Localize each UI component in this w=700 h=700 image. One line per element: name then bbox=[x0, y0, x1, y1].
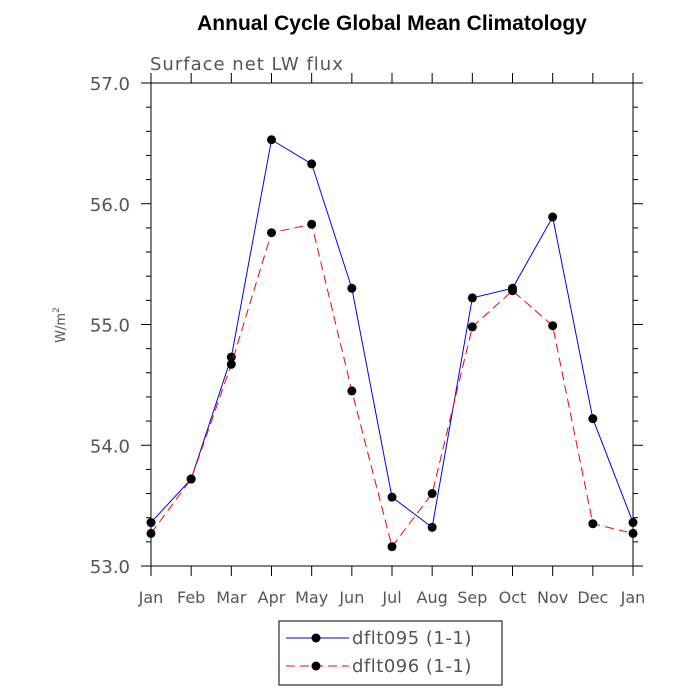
x-tick-label: Aug bbox=[417, 588, 448, 607]
data-point bbox=[226, 352, 236, 362]
legend-item: dflt095 (1-1) bbox=[286, 628, 472, 649]
x-tick-label: Sep bbox=[457, 588, 487, 607]
y-axis-label-superscript: 2 bbox=[52, 307, 62, 313]
y-ticks bbox=[141, 82, 643, 567]
y-tick-label: 56.0 bbox=[90, 195, 130, 216]
data-point bbox=[628, 518, 638, 528]
data-point bbox=[226, 359, 236, 369]
x-tick-label: Feb bbox=[177, 588, 205, 607]
y-axis-label-text: W/m bbox=[54, 313, 69, 343]
data-point bbox=[186, 474, 196, 484]
x-tick-label: Mar bbox=[216, 588, 247, 607]
x-tick-label: Jan bbox=[138, 588, 164, 607]
data-point bbox=[548, 321, 558, 331]
data-point bbox=[427, 522, 437, 532]
series-dflt096-1-1- bbox=[146, 219, 638, 552]
x-ticks bbox=[150, 73, 634, 576]
legend-box bbox=[278, 620, 503, 686]
x-tick-label: May bbox=[295, 588, 328, 607]
data-point bbox=[307, 159, 317, 169]
legend-marker bbox=[311, 633, 321, 643]
x-tick-label: Jul bbox=[381, 588, 401, 607]
x-tick-label: Jan bbox=[620, 588, 646, 607]
legend-item: dflt096 (1-1) bbox=[286, 656, 472, 677]
legend-marker bbox=[311, 661, 321, 671]
x-tick-labels: Jan Feb Mar Apr May Jun Jul Aug Sep Oct Nov Dec Jan bbox=[138, 588, 646, 607]
series-line bbox=[150, 138, 634, 529]
data-point bbox=[628, 528, 638, 538]
data-point bbox=[347, 283, 357, 293]
series-layer bbox=[146, 135, 638, 552]
chart-subtitle: Surface net LW flux bbox=[150, 54, 344, 75]
data-point bbox=[387, 542, 397, 552]
y-tick-label: 57.0 bbox=[90, 74, 130, 95]
y-tick-label: 54.0 bbox=[90, 436, 130, 457]
data-point bbox=[146, 528, 156, 538]
data-point bbox=[427, 489, 437, 499]
legend: dflt095 (1-1) dflt096 (1-1) bbox=[278, 620, 503, 686]
data-point bbox=[508, 286, 517, 296]
y-tick-labels: 53.0 54.0 55.0 56.0 57.0 bbox=[90, 74, 130, 578]
series-dflt095-1-1- bbox=[146, 135, 638, 532]
data-point bbox=[146, 518, 156, 528]
y-tick-label: 55.0 bbox=[90, 316, 130, 337]
x-tick-label: Oct bbox=[499, 588, 527, 607]
y-tick-label: 53.0 bbox=[90, 557, 130, 578]
data-point bbox=[467, 293, 477, 303]
x-tick-label: Dec bbox=[577, 588, 608, 607]
data-point bbox=[467, 322, 477, 332]
legend-label: dflt095 (1-1) bbox=[352, 628, 472, 649]
x-tick-label: Jun bbox=[338, 588, 364, 607]
data-point bbox=[548, 212, 558, 222]
x-tick-label: Apr bbox=[258, 588, 286, 607]
data-point bbox=[387, 492, 397, 502]
data-point bbox=[267, 135, 276, 145]
data-point bbox=[347, 386, 357, 396]
data-point bbox=[588, 519, 598, 529]
y-axis-label: W/m2 bbox=[52, 307, 69, 343]
data-point bbox=[307, 219, 317, 229]
data-point bbox=[588, 414, 598, 424]
legend-items: dflt095 (1-1) dflt096 (1-1) bbox=[286, 628, 472, 677]
data-point bbox=[267, 228, 276, 238]
chart-title: Annual Cycle Global Mean Climatology bbox=[197, 12, 587, 35]
legend-label: dflt096 (1-1) bbox=[352, 656, 472, 677]
x-tick-label: Nov bbox=[537, 588, 568, 607]
